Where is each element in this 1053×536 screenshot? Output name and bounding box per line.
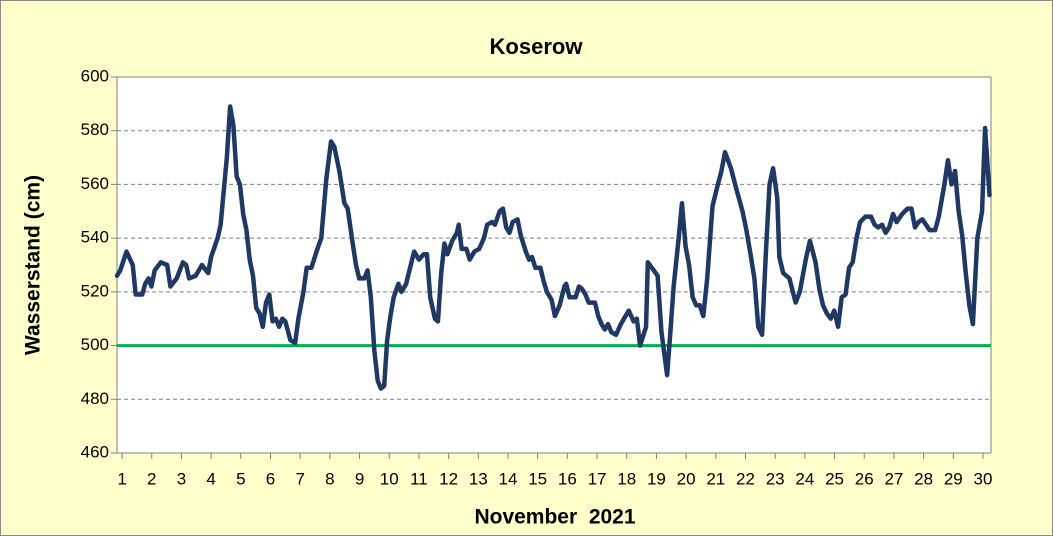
x-tick-label: 14 <box>499 469 518 488</box>
x-tick-label: 9 <box>355 469 364 488</box>
x-tick-label: 21 <box>706 469 725 488</box>
chart-title: Koserow <box>490 34 584 59</box>
x-tick-label: 19 <box>647 469 666 488</box>
y-axis-title: Wasserstand (cm) <box>22 175 45 355</box>
x-tick-label: 20 <box>677 469 696 488</box>
y-tick-label: 480 <box>81 389 109 408</box>
x-tick-label: 18 <box>617 469 636 488</box>
x-tick-label: 3 <box>177 469 186 488</box>
y-tick-label: 460 <box>81 442 109 461</box>
y-tick-label: 600 <box>81 66 109 85</box>
y-tick-label: 560 <box>81 174 109 193</box>
x-tick-label: 28 <box>914 469 933 488</box>
x-tick-label: 22 <box>736 469 755 488</box>
x-tick-label: 7 <box>295 469 304 488</box>
x-tick-label: 2 <box>147 469 156 488</box>
x-tick-label: 23 <box>766 469 785 488</box>
x-tick-label: 17 <box>588 469 607 488</box>
x-tick-label: 8 <box>325 469 334 488</box>
x-tick-label: 25 <box>825 469 844 488</box>
x-tick-label: 5 <box>236 469 245 488</box>
x-tick-label: 30 <box>974 469 993 488</box>
x-tick-label: 24 <box>795 469 814 488</box>
x-tick-label: 13 <box>469 469 488 488</box>
x-tick-label: 29 <box>944 469 963 488</box>
x-tick-label: 1 <box>117 469 126 488</box>
x-axis-title: November 2021 <box>474 506 635 529</box>
y-tick-label: 580 <box>81 120 109 139</box>
x-tick-label: 11 <box>410 469 428 488</box>
x-tick-label: 26 <box>855 469 874 488</box>
y-tick-label: 520 <box>81 281 109 300</box>
x-tick-label: 15 <box>528 469 547 488</box>
plot-area <box>117 77 991 453</box>
y-tick-label: 540 <box>81 228 109 247</box>
y-tick-label: 500 <box>81 335 109 354</box>
x-tick-label: 4 <box>206 469 215 488</box>
data-line <box>114 104 992 391</box>
x-tick-label: 6 <box>266 469 275 488</box>
x-tick-label: 27 <box>884 469 903 488</box>
x-tick-label: 10 <box>380 469 399 488</box>
x-tick-label: 12 <box>439 469 458 488</box>
x-tick-label: 16 <box>558 469 577 488</box>
